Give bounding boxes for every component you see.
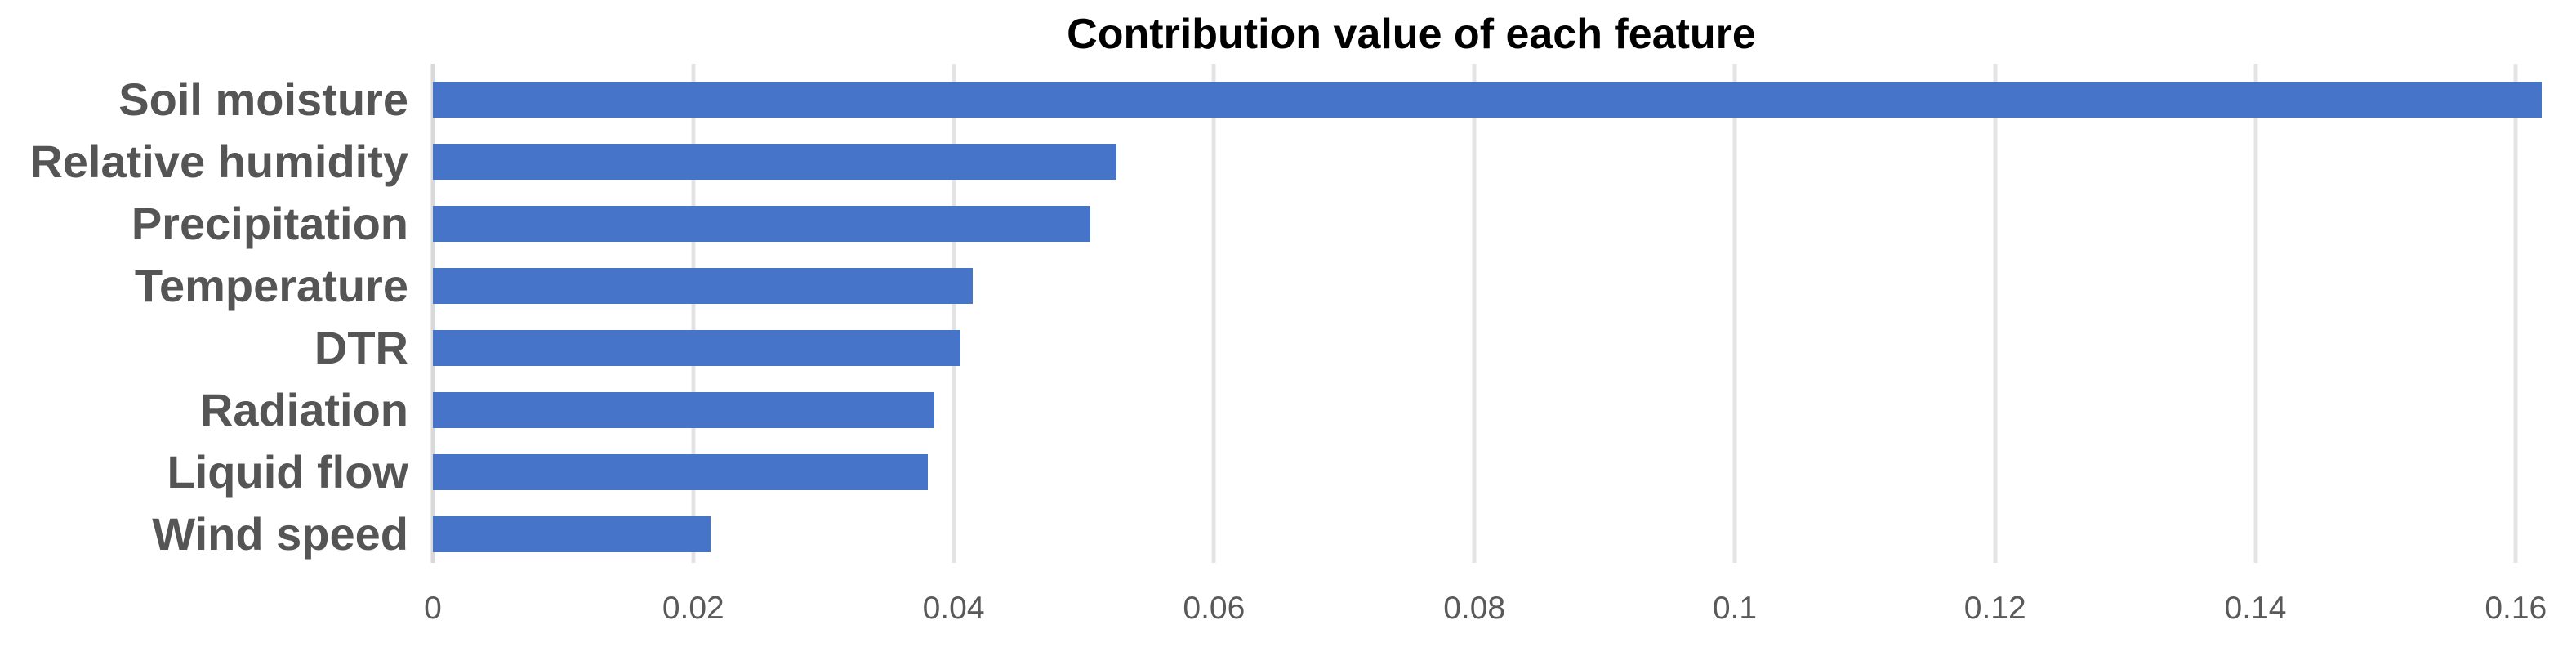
x-tick-label-0.06: 0.06: [1183, 591, 1246, 626]
x-tick-label-0.16: 0.16: [2485, 591, 2547, 626]
bar-dtr: [433, 330, 960, 366]
gridline-x-0.16: [2513, 64, 2518, 563]
gridline-x-0.04: [952, 64, 956, 563]
category-label-precipitation: Precipitation: [131, 198, 408, 249]
bar-wind-speed: [433, 516, 711, 552]
category-label-soil-moisture: Soil moisture: [118, 74, 408, 125]
bar-temperature: [433, 268, 974, 304]
category-label-wind-speed: Wind speed: [152, 508, 408, 560]
category-label-dtr: DTR: [314, 322, 408, 373]
gridline-x-0.06: [1211, 64, 1216, 563]
x-tick-label-0.12: 0.12: [1963, 591, 2026, 626]
x-tick-label-0.08: 0.08: [1443, 591, 1506, 626]
x-tick-label-0.04: 0.04: [922, 591, 985, 626]
gridline-x-0.08: [1472, 64, 1477, 563]
bar-precipitation: [433, 206, 1090, 242]
category-axis: Soil moisture Relative humidity Precipitat…: [0, 0, 408, 656]
bar-relative-humidity: [433, 144, 1116, 180]
x-tick-label-0: 0: [424, 591, 442, 626]
category-label-radiation: Radiation: [199, 384, 408, 435]
category-label-liquid-flow: Liquid flow: [167, 446, 408, 498]
x-axis: 0 0.02 0.04 0.06 0.08 0.1 0.12 0.14 0.16: [424, 590, 2576, 631]
category-label-temperature: Temperature: [134, 260, 408, 311]
chart-title: Contribution value of each feature: [1067, 11, 1756, 58]
category-label-relative-humidity: Relative humidity: [29, 136, 408, 187]
x-tick-label-0.1: 0.1: [1712, 591, 1758, 626]
plot-area: [430, 64, 2576, 563]
bar-liquid-flow: [433, 454, 928, 490]
gridline-x-0.1: [1732, 64, 1737, 563]
gridline-x-0.14: [2253, 64, 2257, 563]
x-tick-label-0.14: 0.14: [2224, 591, 2287, 626]
y-axis-line: [430, 64, 435, 563]
gridline-x-0.02: [691, 64, 696, 563]
gridline-x-0.12: [1993, 64, 1998, 563]
bar-radiation: [433, 392, 934, 428]
bar-soil-moisture: [433, 82, 2543, 118]
x-tick-label-0.02: 0.02: [662, 591, 724, 626]
